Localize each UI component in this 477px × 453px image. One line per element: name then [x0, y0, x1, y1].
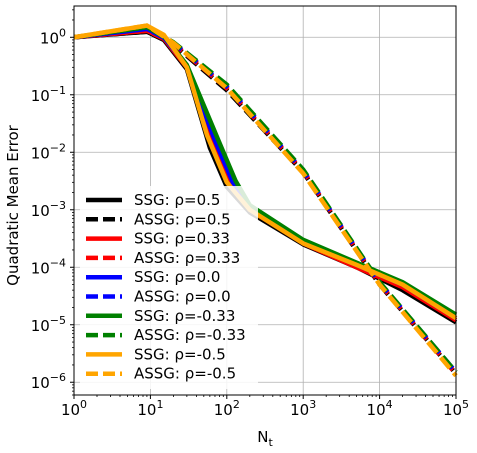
tick-base: 10 [31, 259, 50, 277]
tick-exponent: 5 [462, 398, 469, 411]
tick-base: 10 [31, 87, 50, 105]
y-tick-label: 100 [40, 26, 66, 47]
legend-entry-label: ASSG: ρ=0.0 [134, 288, 231, 306]
series-line-10 [73, 23, 458, 378]
tick-exponent: −6 [50, 371, 66, 384]
tick-exponent: −5 [50, 314, 66, 327]
tick-exponent: 1 [156, 398, 163, 411]
tick-exponent: 3 [309, 398, 316, 411]
plot-frame [73, 5, 457, 396]
x-tick-label: 102 [214, 398, 240, 419]
y-axis-label: Quadratic Mean Error [4, 124, 22, 285]
tick-base: 10 [31, 374, 50, 392]
x-tick-label: 104 [367, 398, 393, 419]
tick-base: 10 [31, 317, 50, 335]
y-tick-label: 10−3 [31, 199, 66, 220]
y-tick-label: 10−5 [31, 314, 66, 335]
legend-entry-label: ASSG: ρ=0.5 [134, 210, 231, 228]
tick-base: 10 [443, 401, 462, 419]
tick-base: 10 [31, 144, 50, 162]
legend-entry-label: SSG: ρ=0.33 [134, 230, 230, 248]
tick-exponent: −4 [50, 256, 66, 269]
legend-entry-label: ASSG: ρ=-0.33 [134, 326, 246, 344]
tick-base: 10 [367, 401, 386, 419]
legend-entry-label: SSG: ρ=-0.33 [134, 307, 235, 325]
ticks: 100 101 102 103 104 10510−610−510−410−310−210… [31, 9, 469, 419]
x-tick-label: 101 [137, 398, 163, 419]
tick-base: 10 [137, 401, 156, 419]
legend-entry-label: ASSG: ρ=0.33 [134, 249, 240, 267]
tick-base: 10 [31, 202, 50, 220]
y-tick-label: 10−1 [31, 84, 66, 105]
x-axis-label-sub: t [268, 436, 273, 449]
tick-exponent: −1 [50, 84, 66, 97]
tick-exponent: −2 [50, 141, 66, 154]
y-tick-label: 10−2 [31, 141, 66, 162]
y-tick-label: 10−4 [31, 256, 66, 277]
legend-entry-label: SSG: ρ=0.0 [134, 268, 220, 286]
y-tick-label: 10−6 [31, 371, 66, 392]
legend-entry-label: ASSG: ρ=-0.5 [134, 365, 236, 383]
tick-exponent: 0 [80, 398, 87, 411]
tick-exponent: 4 [386, 398, 393, 411]
tick-base: 10 [214, 401, 233, 419]
legend-entry-label: SSG: ρ=-0.5 [134, 345, 226, 363]
tick-exponent: 2 [233, 398, 240, 411]
x-tick-label: 100 [61, 398, 87, 419]
tick-exponent: 0 [59, 26, 66, 39]
tick-base: 10 [40, 29, 59, 47]
tick-base: 10 [61, 401, 80, 419]
x-axis-label-main: N [257, 428, 268, 446]
x-tick-label: 105 [443, 398, 469, 419]
legend-entry-label: SSG: ρ=0.5 [134, 191, 220, 209]
x-tick-label: 103 [290, 398, 316, 419]
tick-exponent: −3 [50, 199, 66, 212]
x-axis-label: Nt [257, 428, 273, 449]
tick-base: 10 [290, 401, 309, 419]
